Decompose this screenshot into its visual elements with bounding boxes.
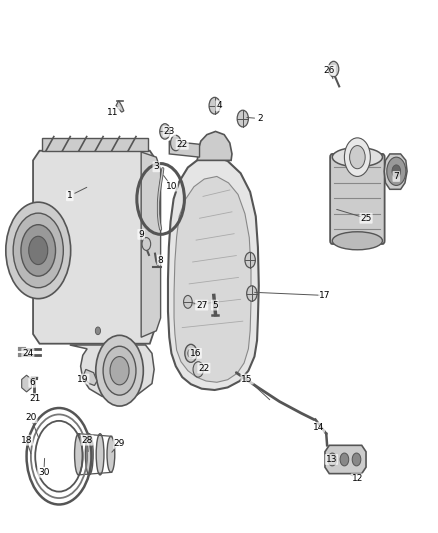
Circle shape <box>392 165 401 177</box>
Circle shape <box>247 286 257 301</box>
Circle shape <box>170 135 181 151</box>
Circle shape <box>328 453 337 466</box>
Text: 25: 25 <box>360 214 372 223</box>
Ellipse shape <box>332 232 382 250</box>
Polygon shape <box>198 132 232 160</box>
Text: 14: 14 <box>313 423 324 432</box>
Circle shape <box>344 138 371 176</box>
Circle shape <box>6 202 71 298</box>
Text: 7: 7 <box>393 172 399 181</box>
Text: 1: 1 <box>67 191 73 200</box>
Polygon shape <box>325 445 366 474</box>
Circle shape <box>29 236 48 264</box>
Polygon shape <box>141 152 161 337</box>
Text: 20: 20 <box>25 413 37 422</box>
Circle shape <box>21 225 56 276</box>
Circle shape <box>184 295 192 308</box>
Circle shape <box>350 146 365 169</box>
Circle shape <box>103 346 136 395</box>
Text: 22: 22 <box>198 364 209 373</box>
Ellipse shape <box>107 437 115 472</box>
Circle shape <box>188 349 194 358</box>
Circle shape <box>245 252 255 268</box>
Text: 30: 30 <box>38 468 49 477</box>
Circle shape <box>352 453 361 466</box>
Polygon shape <box>70 345 154 398</box>
Text: 11: 11 <box>107 108 119 117</box>
Text: 19: 19 <box>77 375 88 384</box>
Text: 21: 21 <box>29 394 41 403</box>
Polygon shape <box>174 176 251 382</box>
Text: 17: 17 <box>319 291 331 300</box>
Circle shape <box>209 98 220 114</box>
Circle shape <box>340 453 349 466</box>
Text: 5: 5 <box>212 301 218 310</box>
Circle shape <box>160 124 170 139</box>
Text: 8: 8 <box>158 255 163 264</box>
Circle shape <box>110 357 129 385</box>
Polygon shape <box>116 101 124 112</box>
Text: 2: 2 <box>257 114 263 123</box>
Text: 6: 6 <box>29 378 35 387</box>
Text: 3: 3 <box>153 163 159 171</box>
Polygon shape <box>33 151 156 344</box>
Text: 12: 12 <box>352 474 363 483</box>
Text: 15: 15 <box>241 375 253 384</box>
Polygon shape <box>22 375 32 392</box>
Text: 23: 23 <box>163 127 175 136</box>
Text: 13: 13 <box>326 455 337 464</box>
Circle shape <box>328 61 339 77</box>
Text: 29: 29 <box>114 439 125 448</box>
Ellipse shape <box>96 434 104 475</box>
Text: 10: 10 <box>166 182 177 191</box>
Text: 16: 16 <box>190 349 201 358</box>
Text: 26: 26 <box>324 66 335 75</box>
Circle shape <box>237 110 248 127</box>
Text: 22: 22 <box>177 140 188 149</box>
Circle shape <box>96 335 143 406</box>
Polygon shape <box>169 141 200 157</box>
Text: 28: 28 <box>81 435 93 445</box>
Polygon shape <box>83 369 97 385</box>
Ellipse shape <box>85 434 93 475</box>
Circle shape <box>387 157 406 185</box>
Ellipse shape <box>74 434 82 475</box>
Circle shape <box>193 362 203 377</box>
Text: 24: 24 <box>22 349 33 358</box>
Circle shape <box>13 213 64 288</box>
Ellipse shape <box>332 148 382 167</box>
FancyBboxPatch shape <box>330 154 385 244</box>
Polygon shape <box>168 156 259 390</box>
Polygon shape <box>42 138 148 151</box>
Circle shape <box>185 344 197 362</box>
Text: 18: 18 <box>21 435 32 445</box>
Text: 4: 4 <box>216 101 222 110</box>
Text: 27: 27 <box>196 301 207 310</box>
Text: 9: 9 <box>138 230 144 239</box>
Circle shape <box>142 238 151 251</box>
Polygon shape <box>384 154 407 189</box>
Circle shape <box>95 327 100 335</box>
